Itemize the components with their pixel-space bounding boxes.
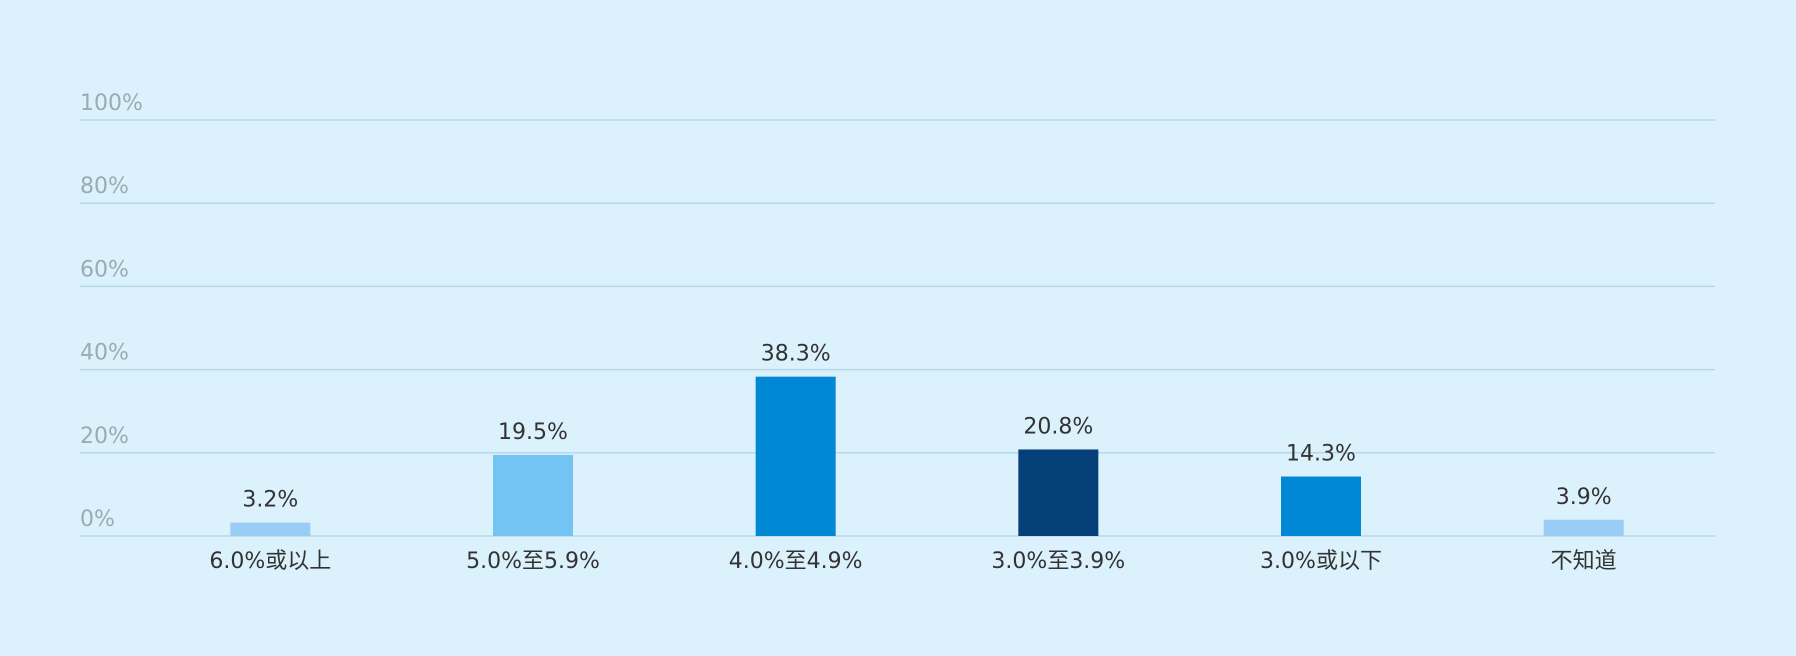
y-tick-label: 0% — [80, 507, 115, 532]
y-tick-label: 40% — [80, 341, 129, 366]
value-label: 3.9% — [1556, 485, 1612, 510]
y-tick-label: 80% — [80, 174, 129, 199]
x-tick-label: 4.0%至4.9% — [729, 549, 863, 574]
value-label: 19.5% — [498, 420, 568, 445]
bar — [230, 522, 311, 536]
y-tick-label: 20% — [80, 424, 129, 449]
value-label: 20.8% — [1023, 414, 1093, 439]
bar — [1281, 476, 1361, 536]
value-label: 38.3% — [761, 342, 831, 367]
value-label: 3.2% — [242, 488, 298, 513]
value-label: 14.3% — [1286, 442, 1356, 467]
x-tick-label: 3.0%至3.9% — [991, 549, 1125, 574]
bar — [1543, 519, 1624, 536]
bar — [493, 454, 573, 536]
x-tick-label: 不知道 — [1551, 549, 1617, 574]
y-tick-label: 100% — [80, 91, 143, 116]
x-tick-label: 5.0%至5.9% — [466, 549, 600, 574]
y-tick-label: 60% — [80, 257, 129, 282]
bar — [755, 376, 836, 536]
x-tick-label: 6.0%或以上 — [209, 549, 331, 574]
x-tick-label: 3.0%或以下 — [1260, 549, 1382, 574]
bar — [1018, 449, 1099, 536]
